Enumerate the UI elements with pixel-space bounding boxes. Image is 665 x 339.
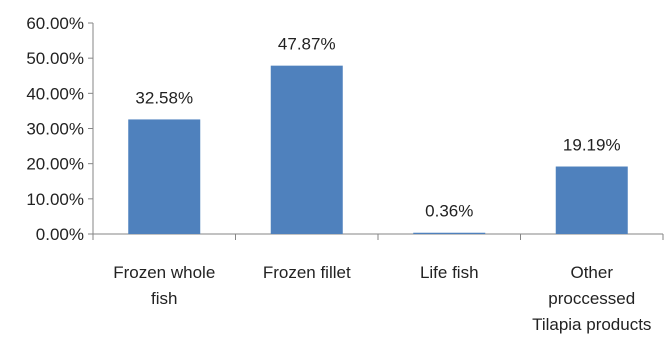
data-labels: 32.58% 47.87% 0.36% 19.19% xyxy=(135,35,620,221)
y-tick-label: 20.00% xyxy=(26,155,84,174)
data-label: 47.87% xyxy=(278,35,336,54)
y-tick-label: 50.00% xyxy=(26,49,84,68)
bars xyxy=(128,65,628,234)
category-label: Frozen whole fish xyxy=(113,263,215,308)
y-tick-label: 30.00% xyxy=(26,120,84,139)
y-tick-label: 0.00% xyxy=(36,225,84,244)
category-label-line: Frozen whole xyxy=(113,263,215,282)
y-tick-label: 40.00% xyxy=(26,84,84,103)
data-label: 19.19% xyxy=(563,136,621,155)
y-axis-ticks: 0.00% 10.00% 20.00% 30.00% 40.00% 50.00% 60.00… xyxy=(26,14,664,244)
data-label: 32.58% xyxy=(135,88,193,107)
bar xyxy=(270,65,343,234)
bar xyxy=(555,166,628,234)
category-label: Life fish xyxy=(420,263,479,282)
category-label-line: fish xyxy=(151,289,177,308)
y-tick-label: 60.00% xyxy=(26,14,84,33)
category-label-line: Frozen fillet xyxy=(263,263,351,282)
data-label: 0.36% xyxy=(425,202,473,221)
y-tick-label: 10.00% xyxy=(26,190,84,209)
bar xyxy=(413,232,486,234)
category-label-line: proccessed xyxy=(548,289,635,308)
bar xyxy=(128,119,201,234)
category-label-line: Tilapia products xyxy=(532,315,651,334)
category-labels: Frozen whole fish Frozen fillet Life fish Ot… xyxy=(113,263,651,334)
category-label: Other proccessed Tilapia products xyxy=(532,263,651,334)
category-label: Frozen fillet xyxy=(263,263,351,282)
category-label-line: Life fish xyxy=(420,263,479,282)
category-label-line: Other xyxy=(570,263,613,282)
